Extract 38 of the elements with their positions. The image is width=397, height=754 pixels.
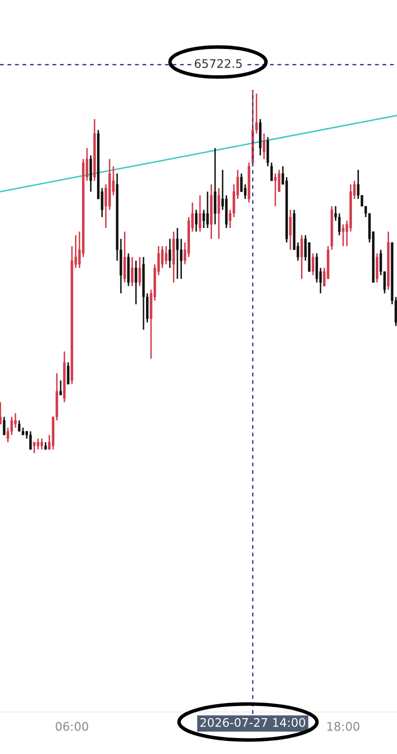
candlestick (202, 209, 206, 229)
candlestick (138, 256, 141, 287)
candlestick (180, 238, 182, 280)
candlestick (90, 154, 92, 192)
candlestick (59, 380, 62, 396)
candlestick (0, 402, 2, 425)
candlestick (316, 252, 318, 284)
candlestick (29, 430, 32, 450)
candlestick (312, 252, 314, 276)
text: 65722.5 (194, 59, 242, 68)
candlestick (36, 438, 40, 450)
candlestick (14, 412, 17, 428)
candlestick (66, 362, 70, 385)
candlestick (18, 420, 20, 432)
candlestick (274, 172, 277, 207)
candlestick (168, 238, 172, 269)
candlestick (2, 416, 6, 436)
candlestick (206, 190, 209, 229)
x-tick-label: 06:00 (56, 722, 88, 731)
candlestick (33, 442, 36, 454)
candlestick (134, 260, 138, 305)
candlestick (194, 209, 198, 232)
candlestick (198, 194, 202, 232)
candlestick (376, 252, 378, 284)
candlestick (164, 245, 168, 265)
candlestick (130, 256, 134, 287)
candlestick (40, 438, 44, 450)
ref-line-label: 2026-07-27 14:00 (200, 718, 306, 727)
candlestick (218, 187, 220, 240)
candlestick (300, 234, 303, 280)
candlestick (123, 230, 126, 284)
candlestick (176, 227, 179, 280)
candlestick (342, 224, 344, 247)
x-tick-label: 18:00 (327, 722, 360, 731)
candlestick (10, 416, 13, 436)
candlestick (214, 147, 216, 226)
candlestick (262, 132, 266, 160)
candlestick (289, 209, 292, 250)
